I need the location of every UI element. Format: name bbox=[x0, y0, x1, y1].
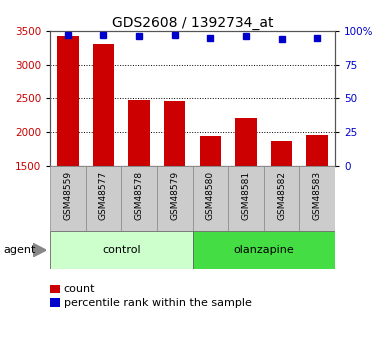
Text: percentile rank within the sample: percentile rank within the sample bbox=[64, 298, 251, 307]
Bar bbox=[164, 101, 186, 266]
Bar bbox=[50, 166, 85, 231]
Bar bbox=[57, 37, 79, 266]
Text: GSM48578: GSM48578 bbox=[135, 171, 144, 220]
Bar bbox=[157, 166, 192, 231]
Bar bbox=[128, 100, 150, 266]
Bar bbox=[85, 166, 121, 231]
Text: agent: agent bbox=[4, 245, 36, 255]
Bar bbox=[50, 231, 192, 269]
Bar bbox=[199, 136, 221, 266]
Text: GSM48579: GSM48579 bbox=[170, 171, 179, 220]
Text: GSM48559: GSM48559 bbox=[64, 171, 72, 220]
Text: olanzapine: olanzapine bbox=[233, 245, 294, 255]
Text: GSM48582: GSM48582 bbox=[277, 171, 286, 220]
Text: GSM48581: GSM48581 bbox=[241, 171, 250, 220]
Bar bbox=[306, 135, 328, 266]
Title: GDS2608 / 1392734_at: GDS2608 / 1392734_at bbox=[112, 16, 273, 30]
Bar bbox=[264, 166, 300, 231]
Text: control: control bbox=[102, 245, 141, 255]
Bar bbox=[228, 166, 264, 231]
Text: GSM48580: GSM48580 bbox=[206, 171, 215, 220]
Bar bbox=[192, 166, 228, 231]
Bar bbox=[271, 141, 292, 266]
Bar bbox=[300, 166, 335, 231]
Text: GSM48583: GSM48583 bbox=[313, 171, 321, 220]
Bar bbox=[93, 44, 114, 266]
Bar bbox=[121, 166, 157, 231]
Bar bbox=[192, 231, 335, 269]
Polygon shape bbox=[33, 243, 46, 257]
Bar bbox=[235, 118, 257, 266]
Text: GSM48577: GSM48577 bbox=[99, 171, 108, 220]
Text: count: count bbox=[64, 284, 95, 294]
